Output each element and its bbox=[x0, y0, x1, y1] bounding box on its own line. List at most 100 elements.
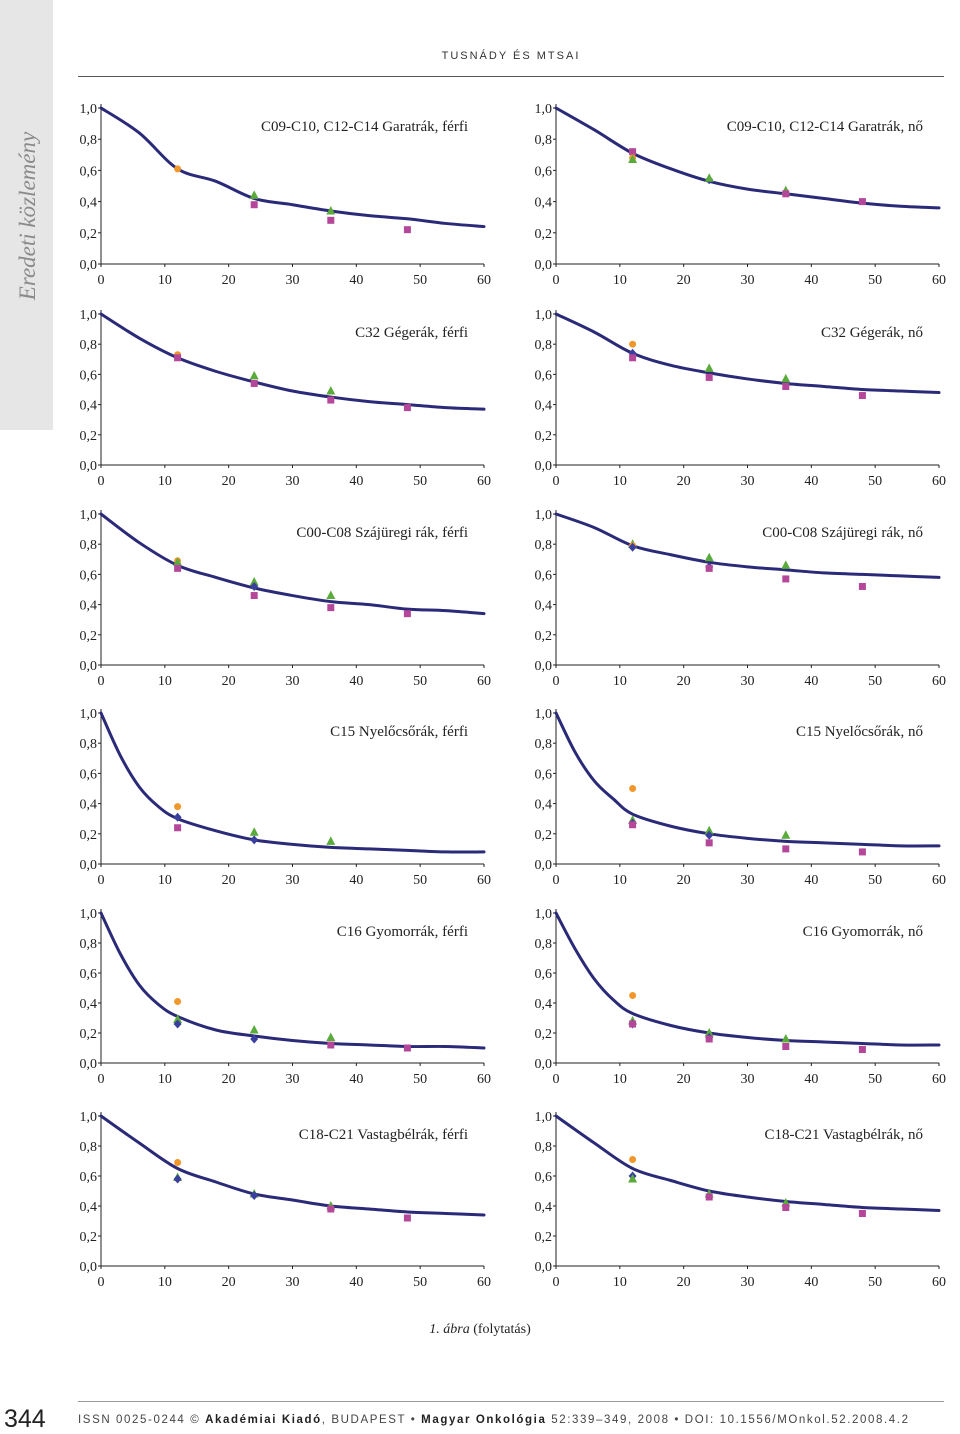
marker-square bbox=[250, 201, 258, 209]
marker-triangle bbox=[326, 1032, 336, 1041]
x-tick-label: 40 bbox=[349, 674, 363, 689]
x-tick-label: 20 bbox=[677, 1072, 691, 1087]
caption-rest: (folytatás) bbox=[469, 1322, 531, 1337]
y-tick-label: 0,6 bbox=[535, 568, 553, 583]
marker-square bbox=[174, 824, 182, 832]
marker-circle bbox=[629, 785, 637, 792]
x-tick-label: 50 bbox=[868, 674, 882, 689]
y-tick-label: 0,6 bbox=[535, 368, 553, 383]
x-tick-label: 10 bbox=[158, 474, 172, 489]
marker-square bbox=[858, 582, 866, 590]
marker-triangle bbox=[628, 1174, 638, 1183]
marker-square bbox=[858, 1046, 866, 1053]
marker-triangle bbox=[781, 373, 791, 383]
chart-panel: 0,0 0,2 0,4 0,6 0,8 1,0 0 10 20 30 40 50 60 C15 Nyelő… bbox=[80, 707, 492, 888]
marker-square bbox=[629, 821, 637, 829]
footer-ref: 52:339–349, 2008 • DOI: 10.1556/MOnkol.5… bbox=[546, 1414, 910, 1426]
x-tick-label: 60 bbox=[477, 1275, 491, 1290]
marker-triangle bbox=[704, 173, 714, 182]
x-tick-label: 30 bbox=[286, 1072, 300, 1087]
caption-number: 1. ábra bbox=[429, 1322, 470, 1337]
y-tick-label: 0,8 bbox=[535, 1140, 553, 1155]
marker-square bbox=[858, 1210, 866, 1217]
y-tick-label: 0,0 bbox=[80, 258, 98, 273]
marker-square bbox=[705, 1035, 713, 1043]
marker-triangle bbox=[704, 363, 714, 372]
x-tick-label: 0 bbox=[98, 1072, 105, 1087]
footer-journal: Magyar Onkológia bbox=[421, 1414, 547, 1426]
chart-title: C16 Gyomorrák, férfi bbox=[337, 924, 468, 940]
x-tick-label: 20 bbox=[222, 674, 236, 689]
marker-square bbox=[629, 1020, 637, 1028]
y-tick-label: 0,2 bbox=[80, 629, 98, 644]
y-tick-label: 0,2 bbox=[535, 1027, 553, 1042]
x-tick-label: 0 bbox=[553, 674, 560, 689]
marker-triangle bbox=[704, 1028, 714, 1037]
marker-square bbox=[403, 226, 411, 234]
marker-triangle bbox=[173, 557, 183, 566]
x-tick-label: 30 bbox=[286, 674, 300, 689]
running-header: TUSNÁDY ÉS MTSAI bbox=[441, 50, 581, 62]
y-tick-label: 1,0 bbox=[80, 308, 98, 323]
x-tick-label: 50 bbox=[413, 1072, 427, 1087]
y-tick-label: 0,4 bbox=[535, 599, 553, 614]
marker-square bbox=[705, 839, 713, 847]
x-tick-label: 40 bbox=[349, 1072, 363, 1087]
marker-diamond bbox=[628, 542, 637, 552]
y-tick-label: 0,0 bbox=[80, 659, 98, 674]
y-tick-label: 0,2 bbox=[80, 429, 98, 444]
marker-circle bbox=[629, 1156, 637, 1163]
y-tick-label: 1,0 bbox=[535, 102, 553, 117]
y-tick-label: 0,4 bbox=[535, 798, 553, 813]
x-tick-label: 50 bbox=[868, 1072, 882, 1087]
marker-triangle bbox=[628, 154, 638, 163]
x-tick-label: 10 bbox=[158, 273, 172, 288]
x-tick-label: 40 bbox=[349, 474, 363, 489]
x-tick-label: 20 bbox=[677, 674, 691, 689]
marker-diamond bbox=[250, 1191, 259, 1200]
marker-square bbox=[782, 845, 790, 853]
x-tick-label: 60 bbox=[932, 474, 946, 489]
chart-title: C15 Nyelőcsőrák, férfi bbox=[330, 724, 468, 740]
marker-square bbox=[327, 396, 335, 404]
y-tick-label: 0,6 bbox=[80, 164, 98, 179]
marker-triangle bbox=[781, 830, 791, 839]
y-tick-label: 0,2 bbox=[80, 828, 98, 843]
x-tick-label: 20 bbox=[222, 1275, 236, 1290]
y-tick-label: 0,8 bbox=[80, 538, 98, 553]
marker-triangle bbox=[781, 1034, 791, 1043]
marker-square bbox=[782, 382, 790, 390]
y-tick-label: 0,6 bbox=[80, 767, 98, 782]
x-tick-label: 10 bbox=[613, 273, 627, 288]
marker-circle bbox=[174, 803, 182, 811]
chart-panel: 0,0 0,2 0,4 0,6 0,8 1,0 0 10 20 30 40 50 60 C18-C21 V… bbox=[535, 1110, 947, 1290]
survival-curve bbox=[554, 106, 941, 210]
marker-diamond bbox=[705, 830, 714, 840]
x-tick-label: 20 bbox=[677, 474, 691, 489]
x-tick-label: 10 bbox=[613, 474, 627, 489]
marker-square bbox=[782, 575, 790, 583]
survival-curve bbox=[99, 312, 486, 411]
marker-circle bbox=[174, 1159, 182, 1166]
marker-square bbox=[782, 190, 790, 198]
x-tick-label: 60 bbox=[932, 674, 946, 689]
x-tick-label: 40 bbox=[804, 873, 818, 888]
marker-square bbox=[327, 604, 335, 612]
x-tick-label: 0 bbox=[98, 474, 105, 489]
y-tick-label: 0,8 bbox=[80, 737, 98, 752]
marker-triangle bbox=[249, 190, 259, 199]
y-tick-label: 1,0 bbox=[80, 707, 98, 722]
y-tick-label: 0,6 bbox=[80, 368, 98, 383]
y-tick-label: 1,0 bbox=[80, 1110, 98, 1125]
chart-title: C32 Gégerák, nő bbox=[821, 325, 923, 341]
y-tick-label: 0,0 bbox=[535, 1057, 553, 1072]
marker-square bbox=[629, 148, 637, 156]
marker-triangle bbox=[173, 1014, 183, 1023]
marker-circle bbox=[629, 992, 637, 999]
y-tick-label: 0,2 bbox=[535, 828, 553, 843]
y-tick-label: 1,0 bbox=[80, 508, 98, 523]
y-tick-label: 0,8 bbox=[535, 133, 553, 148]
chart-title: C09-C10, C12-C14 Garatrák, férfi bbox=[261, 119, 468, 135]
y-tick-label: 0,0 bbox=[80, 858, 98, 873]
marker-triangle bbox=[326, 386, 336, 395]
